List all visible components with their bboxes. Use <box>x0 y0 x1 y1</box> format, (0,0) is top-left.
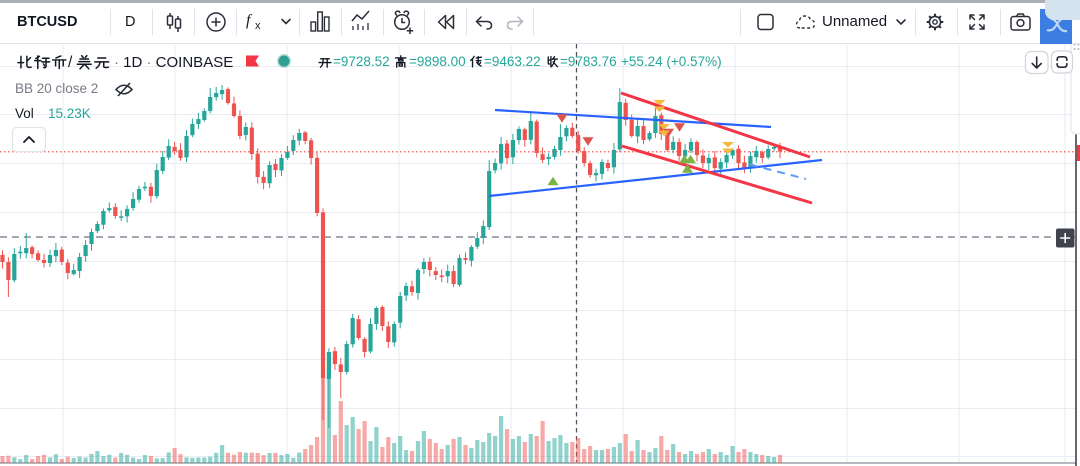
svg-text:15.23K: 15.23K <box>48 106 91 121</box>
svg-text:Vol: Vol <box>15 106 34 121</box>
svg-text:· 1D · COINBASE: · 1D · COINBASE <box>114 54 233 71</box>
svg-text:/: / <box>68 54 73 71</box>
svg-text:=9728.52: =9728.52 <box>333 54 390 69</box>
svg-text:=9463.22: =9463.22 <box>484 54 541 69</box>
svg-text:+55.24 (+0.57%): +55.24 (+0.57%) <box>621 54 722 69</box>
svg-text:=9783.76: =9783.76 <box>560 54 617 69</box>
svg-text:BB 20 close 2: BB 20 close 2 <box>15 81 98 96</box>
svg-text:=9898.00: =9898.00 <box>409 54 466 69</box>
